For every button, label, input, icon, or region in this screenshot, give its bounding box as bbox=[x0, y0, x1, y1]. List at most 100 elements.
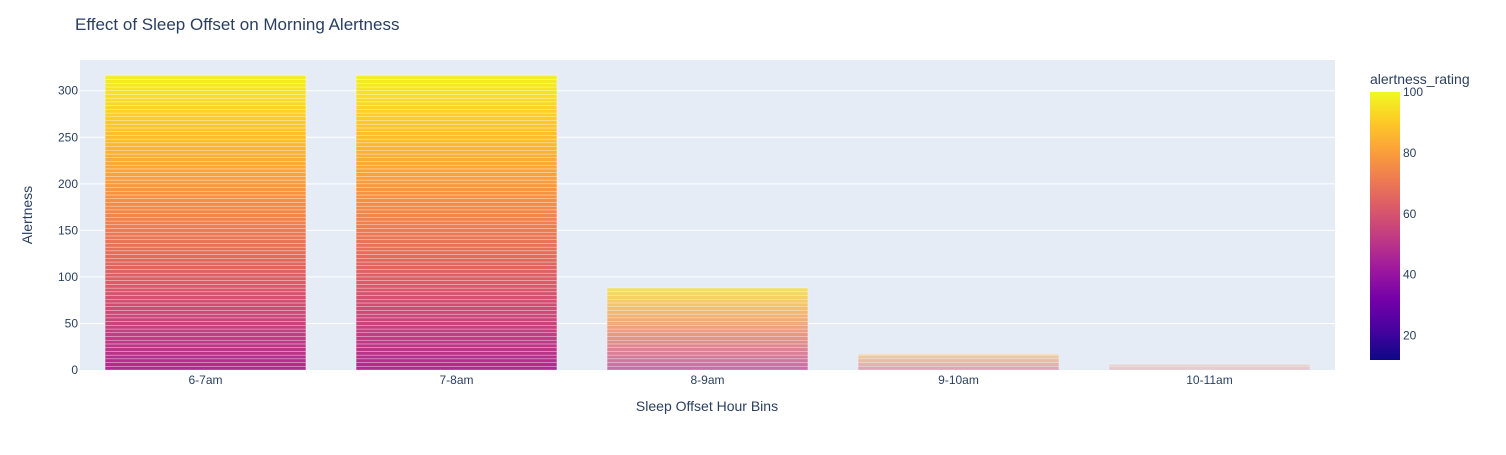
bar-segment bbox=[104, 138, 307, 144]
bar-segment bbox=[104, 79, 307, 84]
bar-segment bbox=[104, 217, 307, 222]
y-tick-label: 150 bbox=[58, 223, 78, 237]
bar-segment bbox=[606, 339, 809, 345]
bar-segment bbox=[355, 310, 558, 315]
bar-segment bbox=[104, 358, 307, 363]
bar-segment bbox=[355, 287, 558, 293]
bar-segment bbox=[355, 83, 558, 88]
colorbar bbox=[1370, 92, 1400, 360]
y-tick-label: 0 bbox=[71, 363, 78, 377]
bar-segment bbox=[355, 272, 558, 278]
colorbar-tick-label: 100 bbox=[1403, 85, 1423, 99]
bar-segment bbox=[355, 291, 558, 296]
bar-segment bbox=[355, 109, 558, 114]
bar-segment bbox=[857, 354, 1060, 360]
bar-segment bbox=[355, 317, 558, 322]
bar-segment bbox=[104, 74, 307, 77]
bar-segment bbox=[104, 123, 307, 129]
bar-segment bbox=[606, 325, 809, 330]
bar-segment bbox=[355, 351, 558, 356]
bar-segment bbox=[104, 161, 307, 166]
bar-segment bbox=[104, 176, 307, 181]
bar-segment bbox=[104, 135, 307, 140]
bar-segment bbox=[355, 295, 558, 300]
colorbar-tick-label: 20 bbox=[1403, 329, 1417, 343]
bar-segment bbox=[104, 362, 307, 367]
bar-10-11am bbox=[1108, 364, 1311, 371]
bar-segment bbox=[355, 280, 558, 285]
bar-6-7am bbox=[104, 74, 307, 371]
colorbar-tick-label: 80 bbox=[1403, 146, 1417, 160]
bar-segment bbox=[355, 74, 558, 77]
bar-segment bbox=[355, 302, 558, 307]
bar-segment bbox=[104, 105, 307, 110]
bar-segment bbox=[104, 90, 307, 95]
bar-segment bbox=[355, 313, 558, 319]
bar-segment bbox=[104, 112, 307, 118]
x-tick-label: 7-8am bbox=[439, 373, 473, 387]
bar-segment bbox=[104, 246, 307, 252]
bar-segment bbox=[104, 269, 307, 274]
bar-segment bbox=[1108, 366, 1311, 371]
bar-segment bbox=[355, 131, 558, 136]
bar-segment bbox=[104, 280, 307, 285]
bar-segment bbox=[355, 157, 558, 162]
bar-segment bbox=[355, 161, 558, 166]
bar-segment bbox=[606, 332, 809, 337]
bar-segment bbox=[355, 261, 558, 266]
bar-segment bbox=[104, 191, 307, 196]
y-tick-label: 50 bbox=[65, 316, 79, 330]
bar-segment bbox=[606, 343, 809, 348]
bar-segment bbox=[606, 362, 809, 367]
bar-segment bbox=[606, 321, 809, 326]
bar-segment bbox=[104, 131, 307, 136]
bar-segment bbox=[857, 362, 1060, 367]
bar-segment bbox=[104, 276, 307, 281]
bar-segment bbox=[104, 261, 307, 266]
bar-segment bbox=[104, 109, 307, 114]
bar-segment bbox=[104, 317, 307, 322]
bar-segment bbox=[355, 86, 558, 91]
bar-segment bbox=[104, 302, 307, 307]
bars-group bbox=[104, 74, 1311, 371]
bar-segment bbox=[104, 97, 307, 103]
bar-segment bbox=[606, 366, 809, 371]
bar-segment bbox=[104, 194, 307, 199]
bar-segment bbox=[355, 101, 558, 106]
bar-segment bbox=[355, 75, 558, 80]
bar-segment bbox=[355, 343, 558, 348]
bar-segment bbox=[355, 269, 558, 274]
bar-segment bbox=[104, 142, 307, 147]
bar-segment bbox=[355, 194, 558, 199]
bar-segment bbox=[355, 127, 558, 132]
bar-segment bbox=[355, 116, 558, 121]
bar-segment bbox=[355, 332, 558, 337]
bar-segment bbox=[104, 179, 307, 185]
bar-segment bbox=[355, 217, 558, 222]
bar-segment bbox=[355, 328, 558, 334]
bar-segment bbox=[104, 291, 307, 296]
bar-segment bbox=[355, 228, 558, 233]
x-tick-label: 8-9am bbox=[690, 373, 724, 387]
x-tick-label: 9-10am bbox=[938, 373, 979, 387]
bar-segment bbox=[355, 298, 558, 304]
bar-segment bbox=[104, 231, 307, 237]
y-tick-label: 200 bbox=[58, 177, 78, 191]
bar-segment bbox=[355, 120, 558, 125]
bar-segment bbox=[857, 366, 1060, 371]
bar-segment bbox=[355, 224, 558, 229]
colorbar-tick-label: 60 bbox=[1403, 207, 1417, 221]
bar-segment bbox=[355, 179, 558, 185]
bar-segment bbox=[355, 209, 558, 214]
bar-7-8am bbox=[355, 74, 558, 371]
bar-segment bbox=[104, 220, 307, 226]
bar-segment bbox=[355, 168, 558, 173]
bar-segment bbox=[104, 183, 307, 188]
bar-segment bbox=[355, 354, 558, 360]
bar-segment bbox=[606, 313, 809, 319]
bar-segment bbox=[355, 276, 558, 281]
bar-segment bbox=[355, 265, 558, 270]
bar-segment bbox=[606, 298, 809, 304]
